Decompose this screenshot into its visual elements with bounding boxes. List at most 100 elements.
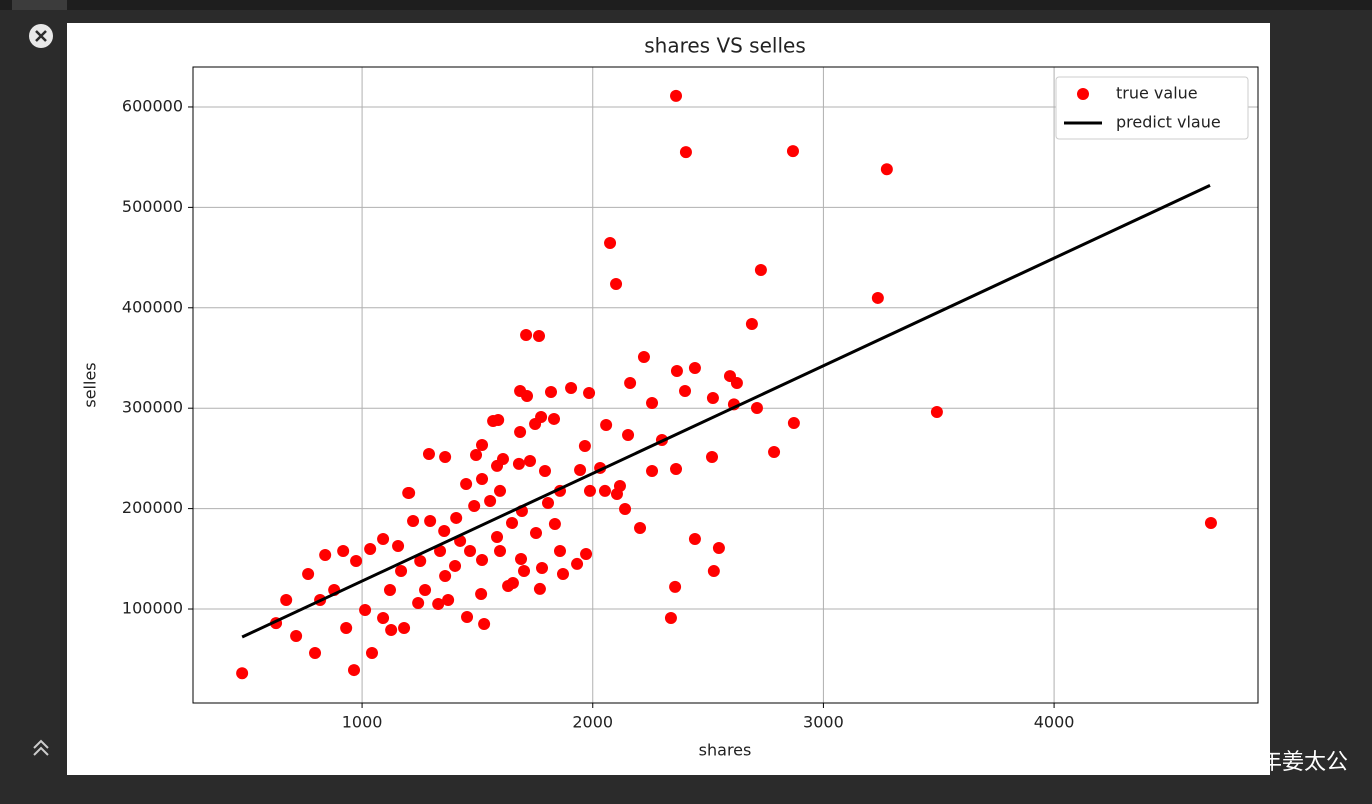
- scatter-point: [539, 464, 552, 477]
- scroll-up-button[interactable]: [33, 739, 49, 756]
- x-tick-label: 1000: [342, 713, 383, 732]
- scatter-point: [670, 463, 683, 476]
- scatter-point: [533, 582, 546, 595]
- scatter-point: [646, 396, 659, 409]
- scatter-point: [556, 567, 569, 580]
- scatter-point: [424, 514, 437, 527]
- y-tick-label: 500000: [122, 197, 183, 216]
- scatter-point: [707, 565, 720, 578]
- scatter-point: [494, 544, 507, 557]
- scatter-point: [476, 472, 489, 485]
- scatter-point: [571, 557, 584, 570]
- scatter-point: [518, 564, 531, 577]
- scatter-point: [574, 463, 587, 476]
- tab[interactable]: [12, 0, 67, 10]
- regression-line: [241, 184, 1211, 639]
- scatter-point: [487, 415, 500, 428]
- scatter-point: [880, 163, 893, 176]
- scatter-point: [359, 604, 372, 617]
- scatter-point: [476, 554, 489, 567]
- scatter-point: [478, 617, 491, 630]
- scatter-point: [670, 89, 683, 102]
- scatter-point: [583, 387, 596, 400]
- scatter-point: [619, 503, 632, 516]
- scatter-point: [520, 328, 533, 341]
- scatter-point: [521, 390, 534, 403]
- scatter-point: [484, 494, 497, 507]
- scatter-point: [438, 524, 451, 537]
- scatter-point: [365, 646, 378, 659]
- scatter-point: [688, 533, 701, 546]
- y-axis-label: selles: [81, 362, 100, 407]
- scatter-point: [754, 264, 767, 277]
- scatter-point: [350, 555, 363, 568]
- scatter-point: [548, 517, 561, 530]
- scatter-point: [786, 145, 799, 158]
- scatter-point: [610, 277, 623, 290]
- scatter-point: [464, 544, 477, 557]
- x-tick-label: 4000: [1034, 713, 1075, 732]
- scatter-point: [529, 417, 542, 430]
- scatter-point: [395, 564, 408, 577]
- scatter-point: [412, 596, 425, 609]
- scatter-point: [578, 439, 591, 452]
- scatter-point: [750, 401, 763, 414]
- scatter-point: [319, 548, 332, 561]
- close-button[interactable]: [29, 24, 53, 48]
- scatter-point: [337, 544, 350, 557]
- scatter-point: [468, 499, 481, 512]
- scatter-point: [439, 450, 452, 463]
- scatter-point: [679, 146, 692, 159]
- scatter-point: [422, 447, 435, 460]
- scatter-point: [930, 406, 943, 419]
- scatter-point: [407, 514, 420, 527]
- scatter-point: [348, 664, 361, 677]
- legend-label: predict vlaue: [1116, 113, 1221, 132]
- x-axis-label: shares: [699, 741, 752, 760]
- scatter-point: [530, 527, 543, 540]
- scatter-point: [432, 597, 445, 610]
- scatter-point: [475, 588, 488, 601]
- scatter-point: [364, 542, 377, 555]
- scatter-point: [340, 621, 353, 634]
- chart-title: shares VS selles: [644, 34, 806, 58]
- scatter-point: [377, 533, 390, 546]
- scatter-point: [583, 484, 596, 497]
- plot: 1000 2000 3000 4000 100000 200000 300000 400000…: [122, 67, 1258, 732]
- scatter-point: [670, 365, 683, 378]
- scatter-point: [768, 445, 781, 458]
- y-tick-label: 100000: [122, 599, 183, 618]
- scatter-point: [688, 362, 701, 375]
- y-tick-label: 400000: [122, 297, 183, 316]
- scatter-point: [524, 455, 537, 468]
- scatter-point: [544, 386, 557, 399]
- scatter-point: [515, 553, 528, 566]
- y-tick-label: 200000: [122, 498, 183, 517]
- scatter-point: [302, 567, 315, 580]
- scatter-point: [461, 611, 474, 624]
- scatter-point: [624, 376, 637, 389]
- watermark: 掘金技术社区 @ 少年姜太公: [1070, 750, 1348, 775]
- legend-marker: [1077, 88, 1089, 100]
- scatter-point: [514, 425, 527, 438]
- top-bar: [0, 0, 1372, 10]
- scatter-point: [290, 630, 303, 643]
- scatter-point: [871, 291, 884, 304]
- scatter-point: [512, 457, 525, 470]
- scatter-point: [460, 478, 473, 491]
- x-tick-label: 2000: [572, 713, 613, 732]
- scatter-point: [598, 484, 611, 497]
- scatter-point: [600, 418, 613, 431]
- scatter-point: [706, 391, 719, 404]
- scatter-point: [553, 544, 566, 557]
- axes-frame: [192, 66, 1259, 704]
- scatter-point: [470, 448, 483, 461]
- scatter-point: [787, 417, 800, 430]
- scatter-point: [664, 612, 677, 625]
- scatter-point: [392, 539, 405, 552]
- scatter-point: [449, 559, 462, 572]
- scatter-point: [494, 484, 507, 497]
- y-tick-label: 600000: [122, 96, 183, 115]
- scatter-point: [402, 486, 415, 499]
